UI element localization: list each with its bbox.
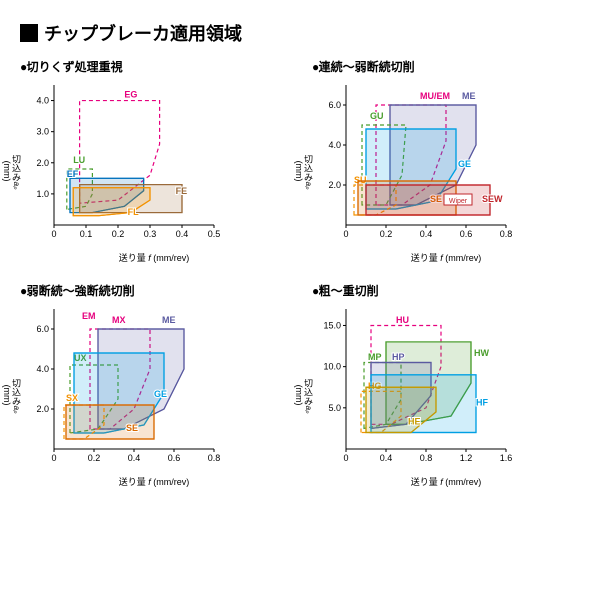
region-label-gu: GU: [370, 111, 384, 121]
title-square-icon: [20, 24, 38, 42]
region-label-hf: HF: [476, 397, 488, 407]
svg-text:0: 0: [51, 453, 56, 463]
chart-svg: 00.20.40.60.82.04.06.0MU/EMMEGUGESUSESEW…: [312, 79, 512, 249]
chart-svg: 00.40.81.21.65.010.015.0HUHWMPHPHGHFHE: [312, 303, 512, 473]
region-label-eg: EG: [124, 89, 137, 99]
charts-grid: 切りくず処理重視切込みaₚ(mm) 0 0.1 0.2 0.3 0.4 0.5 1.0 2.0 3…: [20, 58, 580, 488]
svg-text:0.2: 0.2: [380, 229, 393, 239]
y-axis-label: 切込みaₚ(mm): [294, 378, 312, 413]
svg-text:0: 0: [51, 229, 56, 239]
region-label-me: ME: [162, 315, 176, 325]
svg-text:4.0: 4.0: [36, 364, 49, 374]
main-title: チップブレーカ適用領域: [20, 20, 580, 46]
chart-plot: 切込みaₚ(mm)00.40.81.21.65.010.015.0HUHWMPH…: [312, 303, 580, 488]
svg-text:0.4: 0.4: [380, 453, 393, 463]
svg-text:0.4: 0.4: [176, 229, 189, 239]
x-axis-label: 送り量 f (mm/rev): [312, 475, 580, 488]
region-label-fl: FL: [128, 207, 139, 217]
chart-plot: 切込みaₚ(mm)00.10.20.30.40.51.02.03.04.0EGL…: [20, 79, 288, 264]
chart: 切りくず処理重視切込みaₚ(mm)00.10.20.30.40.51.02.03…: [20, 58, 288, 264]
y-axis-label: 切込みaₚ(mm): [2, 154, 20, 189]
region-label-sx: SX: [66, 393, 78, 403]
svg-text:0.1: 0.1: [80, 229, 93, 239]
region-se: [66, 405, 154, 439]
main-title-text: チップブレーカ適用領域: [44, 20, 242, 46]
svg-text:0.6: 0.6: [460, 229, 473, 239]
svg-text:0.2: 0.2: [112, 229, 125, 239]
svg-text:0.5: 0.5: [208, 229, 220, 239]
svg-text:1.0: 1.0: [36, 189, 49, 199]
svg-text:0.8: 0.8: [208, 453, 220, 463]
region-label-em: EM: [82, 311, 96, 321]
chart-svg: 00.20.40.60.82.04.06.0EMMXMEUXGESXSE: [20, 303, 220, 473]
chart: 弱断続～強断続切削切込みaₚ(mm)00.20.40.60.82.04.06.0…: [20, 282, 288, 488]
svg-text:0.3: 0.3: [144, 229, 157, 239]
svg-text:6.0: 6.0: [36, 324, 49, 334]
svg-text:0.2: 0.2: [88, 453, 101, 463]
chart-title: 連続～弱断続切削: [312, 58, 580, 75]
svg-text:5.0: 5.0: [328, 403, 341, 413]
chart-svg: 0 0.1 0.2 0.3 0.4 0.5 1.0 2.0 3.0 4.0 EG LU EF FE FL: [20, 79, 220, 249]
svg-text:6.0: 6.0: [328, 100, 341, 110]
svg-text:0.8: 0.8: [420, 453, 433, 463]
region-label-hw: HW: [474, 348, 489, 358]
region-label-me: ME: [462, 91, 476, 101]
region-label-fe: FE: [176, 186, 188, 196]
svg-text:4.0: 4.0: [36, 96, 49, 106]
y-axis-label: 切込みaₚ(mm): [294, 154, 312, 189]
chart-plot: 切込みaₚ(mm)00.20.40.60.82.04.06.0EMMXMEUXG…: [20, 303, 288, 488]
region-label-hu: HU: [396, 315, 409, 325]
svg-text:0.4: 0.4: [128, 453, 141, 463]
region-label-ge: GE: [154, 389, 167, 399]
region-label-lu: LU: [73, 155, 85, 165]
region-label-se: SE: [126, 423, 138, 433]
region-label-ef: EF: [67, 169, 79, 179]
y-axis-label: 切込みaₚ(mm): [2, 378, 20, 413]
svg-text:0: 0: [343, 453, 348, 463]
x-axis-label: 送り量 f (mm/rev): [312, 251, 580, 264]
svg-text:3.0: 3.0: [36, 127, 49, 137]
svg-text:0: 0: [343, 229, 348, 239]
region-label-mx: MX: [112, 315, 126, 325]
svg-text:0.8: 0.8: [500, 229, 512, 239]
svg-text:10.0: 10.0: [323, 362, 341, 372]
svg-text:Wiper: Wiper: [449, 198, 468, 205]
region-label-mu-em: MU/EM: [420, 91, 450, 101]
chart: 粗～重切削切込みaₚ(mm)00.40.81.21.65.010.015.0HU…: [312, 282, 580, 488]
region-label-hp: HP: [392, 352, 405, 362]
chart: 連続～弱断続切削切込みaₚ(mm)00.20.40.60.82.04.06.0M…: [312, 58, 580, 264]
svg-text:2.0: 2.0: [36, 404, 49, 414]
svg-text:0.6: 0.6: [168, 453, 181, 463]
chart-plot: 切込みaₚ(mm)00.20.40.60.82.04.06.0MU/EMMEGU…: [312, 79, 580, 264]
svg-text:2.0: 2.0: [36, 158, 49, 168]
svg-text:4.0: 4.0: [328, 140, 341, 150]
region-label-sew: SEW: [482, 194, 503, 204]
x-axis-label: 送り量 f (mm/rev): [20, 251, 288, 264]
svg-text:2.0: 2.0: [328, 180, 341, 190]
chart-title: 切りくず処理重視: [20, 58, 288, 75]
svg-text:1.6: 1.6: [500, 453, 512, 463]
region-label-ge: GE: [458, 159, 471, 169]
chart-title: 弱断続～強断続切削: [20, 282, 288, 299]
region-label-he: HE: [408, 416, 421, 426]
svg-text:15.0: 15.0: [323, 320, 341, 330]
svg-text:0.4: 0.4: [420, 229, 433, 239]
chart-title: 粗～重切削: [312, 282, 580, 299]
x-axis-label: 送り量 f (mm/rev): [20, 475, 288, 488]
region-label-mp: MP: [368, 352, 382, 362]
svg-text:1.2: 1.2: [460, 453, 473, 463]
